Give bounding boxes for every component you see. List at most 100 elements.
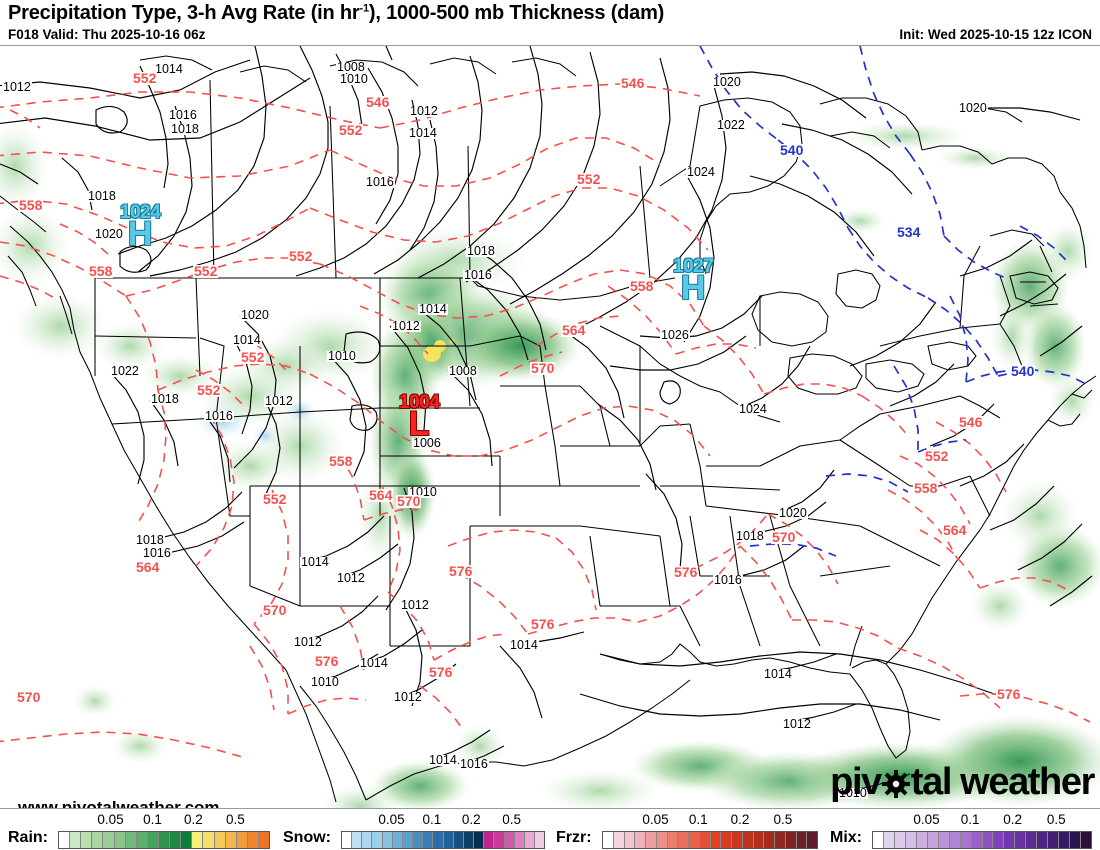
legend-swatch-snow-17[interactable] — [514, 832, 525, 848]
legend-swatch-rain-12[interactable] — [192, 832, 204, 848]
legend-swatch-frzr-15[interactable] — [764, 832, 775, 848]
legend-swatch-frzr-8[interactable] — [689, 832, 700, 848]
isobar-label: 1018 — [466, 244, 496, 258]
legend-swatch-snow-11[interactable] — [453, 832, 464, 848]
legend-swatch-rain-7[interactable] — [136, 832, 148, 848]
legend-swatch-rain-0[interactable] — [59, 832, 71, 848]
legend-swatch-rain-4[interactable] — [103, 832, 115, 848]
legend-swatch-rain-6[interactable] — [125, 832, 137, 848]
legend-scale-frzr[interactable]: Frzr: 0.05 0.1 0.2 0.5 — [556, 812, 818, 850]
isobar-label: 1024 — [738, 402, 768, 416]
legend-swatch-mix-18[interactable] — [1070, 832, 1082, 848]
legend-swatch-snow-19[interactable] — [534, 832, 545, 848]
legend-scale-rain[interactable]: Rain: 0.05 0.1 0.2 0.5 — [8, 812, 270, 850]
legend-swatch-snow-18[interactable] — [524, 832, 535, 848]
legend-swatch-rain-13[interactable] — [203, 832, 215, 848]
legend-swatch-mix-7[interactable] — [949, 832, 961, 848]
legend-swatch-frzr-9[interactable] — [699, 832, 711, 848]
legend-swatch-snow-7[interactable] — [413, 832, 424, 848]
legend-swatch-snow-13[interactable] — [474, 832, 485, 848]
legend-swatch-snow-8[interactable] — [423, 832, 434, 848]
legend-swatch-mix-17[interactable] — [1059, 832, 1071, 848]
legend-swatch-snow-9[interactable] — [433, 832, 444, 848]
thickness-label-warm: 552 — [262, 491, 288, 507]
legend-swatch-mix-8[interactable] — [960, 832, 972, 848]
gear-icon — [881, 761, 911, 804]
legend-colorbar-mix[interactable] — [872, 831, 1092, 849]
legend-swatch-frzr-1[interactable] — [613, 832, 625, 848]
legend-swatch-snow-10[interactable] — [443, 832, 454, 848]
legend-swatch-mix-9[interactable] — [971, 832, 983, 848]
legend-swatch-mix-10[interactable] — [982, 832, 994, 848]
legend-swatch-frzr-17[interactable] — [785, 832, 797, 848]
legend-swatch-snow-2[interactable] — [362, 832, 373, 848]
legend-swatch-mix-15[interactable] — [1037, 832, 1049, 848]
legend-swatch-frzr-19[interactable] — [807, 832, 817, 848]
legend-swatch-mix-12[interactable] — [1004, 832, 1016, 848]
legend-swatch-snow-16[interactable] — [504, 832, 515, 848]
legend-swatch-mix-14[interactable] — [1026, 832, 1038, 848]
legend-swatch-rain-17[interactable] — [247, 832, 259, 848]
legend-swatch-frzr-4[interactable] — [646, 832, 657, 848]
legend-swatch-mix-16[interactable] — [1048, 832, 1060, 848]
legend-swatch-rain-10[interactable] — [170, 832, 182, 848]
legend-swatch-snow-5[interactable] — [392, 832, 403, 848]
title-superscript: -1 — [359, 2, 370, 15]
legend-swatch-snow-3[interactable] — [372, 832, 383, 848]
legend-swatch-mix-3[interactable] — [905, 832, 917, 848]
legend-label-frzr: Frzr: — [556, 829, 592, 846]
legend-colorbar-rain[interactable] — [58, 831, 270, 849]
isobar-label: 1014 — [359, 656, 389, 670]
legend-swatch-frzr-18[interactable] — [796, 832, 808, 848]
legend-swatch-mix-6[interactable] — [938, 832, 950, 848]
legend-swatch-snow-14[interactable] — [484, 832, 495, 848]
thickness-label-warm: 576 — [448, 563, 474, 579]
legend-swatch-rain-8[interactable] — [147, 832, 159, 848]
legend-swatch-frzr-5[interactable] — [656, 832, 668, 848]
legend-swatch-frzr-3[interactable] — [635, 832, 646, 848]
legend-swatch-mix-4[interactable] — [916, 832, 928, 848]
legend-swatch-rain-2[interactable] — [81, 832, 93, 848]
legend-swatch-frzr-6[interactable] — [667, 832, 679, 848]
legend-swatch-mix-5[interactable] — [927, 832, 939, 848]
legend-swatch-frzr-0[interactable] — [603, 832, 614, 848]
legend-swatch-rain-11[interactable] — [181, 832, 193, 848]
legend-swatch-frzr-10[interactable] — [710, 832, 722, 848]
legend-swatch-mix-19[interactable] — [1081, 832, 1092, 848]
legend-colorbar-frzr[interactable] — [602, 831, 818, 849]
legend-swatch-rain-14[interactable] — [214, 832, 226, 848]
header-divider — [0, 45, 1100, 46]
legend-swatch-frzr-11[interactable] — [721, 832, 732, 848]
legend-scale-mix[interactable]: Mix: 0.05 0.1 0.2 0.5 — [830, 812, 1092, 850]
legend-swatch-frzr-7[interactable] — [678, 832, 689, 848]
legend-swatch-mix-2[interactable] — [894, 832, 906, 848]
legend-swatch-frzr-13[interactable] — [742, 832, 754, 848]
legend-swatch-snow-15[interactable] — [494, 832, 505, 848]
legend-swatch-mix-1[interactable] — [883, 832, 895, 848]
thickness-label-warm: 576 — [428, 664, 454, 680]
legend-swatch-rain-16[interactable] — [236, 832, 248, 848]
legend-swatch-rain-3[interactable] — [92, 832, 104, 848]
legend-swatch-frzr-14[interactable] — [753, 832, 765, 848]
legend-swatch-snow-0[interactable] — [342, 832, 353, 848]
legend-swatch-frzr-2[interactable] — [624, 832, 636, 848]
legend-swatch-snow-12[interactable] — [463, 832, 475, 848]
legend-swatch-mix-13[interactable] — [1015, 832, 1027, 848]
isobar-label: 1016 — [463, 268, 493, 282]
legend-swatch-snow-1[interactable] — [352, 832, 363, 848]
legend-swatch-mix-0[interactable] — [873, 832, 884, 848]
legend-swatch-rain-9[interactable] — [158, 832, 171, 848]
legend-swatch-frzr-16[interactable] — [775, 832, 786, 848]
legend-swatch-frzr-12[interactable] — [732, 832, 743, 848]
legend-scale-snow[interactable]: Snow: 0.05 0.1 0.2 0.5 — [283, 812, 545, 850]
map-canvas[interactable]: 1024 H 1027 H 1004 L 1012 1014 1016 1018 100… — [0, 46, 1100, 808]
legend-swatch-rain-1[interactable] — [70, 832, 82, 848]
legend-swatch-mix-11[interactable] — [993, 832, 1005, 848]
legend-swatch-rain-15[interactable] — [225, 832, 237, 848]
legend-colorbar-snow[interactable] — [341, 831, 545, 849]
legend-swatch-snow-4[interactable] — [382, 832, 393, 848]
legend-swatch-rain-5[interactable] — [114, 832, 126, 848]
legend-swatch-snow-6[interactable] — [402, 832, 414, 848]
legend-swatch-rain-18[interactable] — [258, 832, 270, 848]
isobar-label: 1022 — [716, 118, 746, 132]
